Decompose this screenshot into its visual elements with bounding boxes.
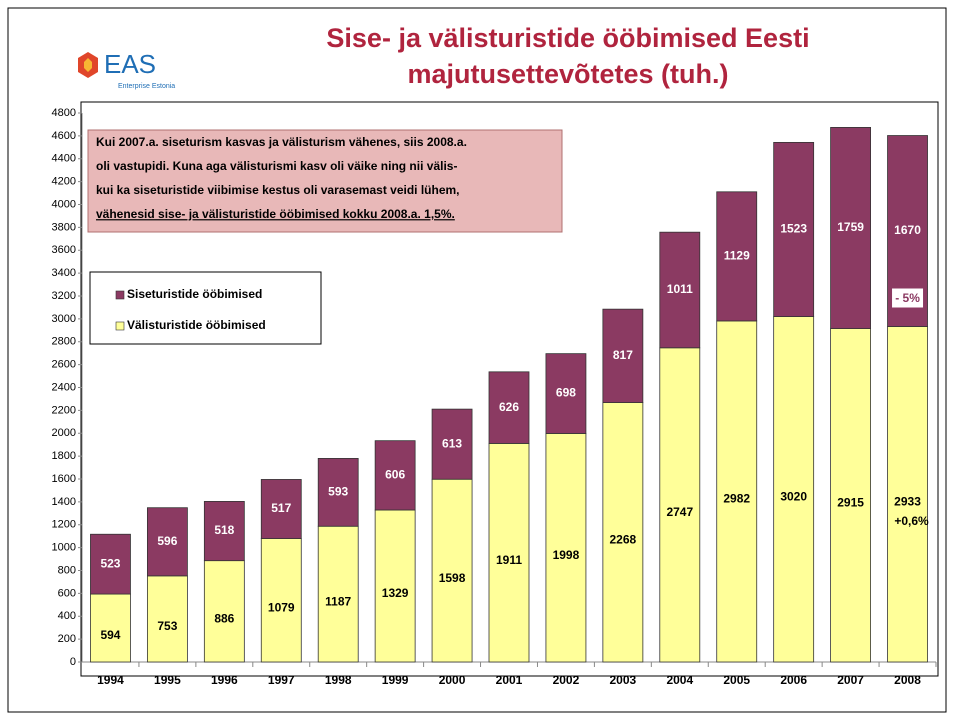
value-label: 594 (100, 628, 120, 642)
x-tick-label: 1995 (154, 673, 181, 687)
y-tick-label: 1200 (52, 519, 76, 531)
y-tick-label: 800 (58, 564, 76, 576)
value-label: 2933 (894, 494, 921, 508)
value-label: 2915 (837, 495, 864, 509)
value-label: 518 (214, 523, 234, 537)
value-label: 1079 (268, 600, 295, 614)
x-tick-label: 2005 (723, 673, 750, 687)
value-label: 1670 (894, 223, 921, 237)
y-tick-label: 3200 (52, 290, 76, 302)
y-tick-label: 1400 (52, 496, 76, 508)
y-tick-label: 3800 (52, 221, 76, 233)
x-tick-label: 1998 (325, 673, 352, 687)
chart-title: Sise- ja välisturistide ööbimised Eesti (326, 23, 809, 53)
value-label: 1329 (382, 586, 409, 600)
x-tick-label: 1994 (97, 673, 124, 687)
legend-swatch (116, 322, 124, 330)
note-line: oli vastupidi. Kuna aga välisturismi kas… (96, 159, 457, 173)
value-label: 2747 (666, 505, 693, 519)
value-label: 626 (499, 400, 519, 414)
value-label: 1998 (553, 548, 580, 562)
value-label: 596 (157, 534, 177, 548)
y-tick-label: 1800 (52, 450, 76, 462)
x-tick-label: 1999 (382, 673, 409, 687)
value-label: 523 (100, 556, 120, 570)
y-tick-label: 2400 (52, 381, 76, 393)
value-label: 817 (613, 348, 633, 362)
y-tick-label: 4000 (52, 198, 76, 210)
y-tick-label: 200 (58, 633, 76, 645)
x-tick-label: 2002 (553, 673, 580, 687)
y-tick-label: 3600 (52, 244, 76, 256)
value-label: 1011 (667, 282, 693, 296)
y-tick-label: 600 (58, 587, 76, 599)
x-tick-label: 1996 (211, 673, 238, 687)
y-tick-label: 2200 (52, 404, 76, 416)
y-tick-label: 4600 (52, 130, 76, 142)
annotation: +0,6% (894, 514, 929, 528)
value-label: 886 (214, 612, 234, 626)
value-label: 1598 (439, 571, 466, 585)
value-label: 1129 (724, 249, 750, 263)
y-tick-label: 1600 (52, 473, 76, 485)
value-label: 2982 (723, 492, 750, 506)
logo-subtitle: Enterprise Estonia (118, 83, 175, 90)
value-label: 613 (442, 436, 462, 450)
value-label: 3020 (780, 489, 807, 503)
y-tick-label: 2800 (52, 336, 76, 348)
legend-swatch (116, 291, 124, 299)
y-tick-label: 0 (70, 656, 76, 668)
value-label: 698 (556, 386, 576, 400)
y-tick-label: 4200 (52, 176, 76, 188)
legend-box (90, 272, 321, 344)
chart-title: majutusettevõtetes (tuh.) (407, 59, 728, 89)
value-label: 753 (157, 619, 177, 633)
x-tick-label: 2000 (439, 673, 466, 687)
value-label: 1759 (837, 220, 864, 234)
y-tick-label: 3400 (52, 267, 76, 279)
value-label: 517 (271, 501, 291, 515)
value-label: 593 (328, 484, 348, 498)
note-line: kui ka siseturistide viibimise kestus ol… (96, 183, 460, 197)
y-tick-label: 4800 (52, 107, 76, 119)
annotation: - 5% (895, 291, 920, 305)
value-label: 606 (385, 468, 405, 482)
note-line: vähenesid sise- ja välisturistide ööbimi… (96, 207, 455, 221)
x-tick-label: 2001 (496, 673, 523, 687)
y-tick-label: 2000 (52, 427, 76, 439)
slide: EAS Enterprise Estonia Sise- ja välistur… (0, 0, 954, 720)
y-tick-label: 4400 (52, 153, 76, 165)
x-tick-label: 2006 (780, 673, 807, 687)
value-label: 1187 (325, 594, 351, 608)
value-label: 1911 (496, 553, 522, 567)
value-label: 2268 (610, 532, 637, 546)
x-tick-label: 2008 (894, 673, 921, 687)
y-tick-label: 3000 (52, 313, 76, 325)
legend-label: Välisturistide ööbimised (127, 318, 266, 332)
note-line: Kui 2007.a. siseturism kasvas ja välistu… (96, 135, 467, 149)
x-tick-label: 2007 (837, 673, 864, 687)
y-tick-label: 400 (58, 610, 76, 622)
y-tick-label: 1000 (52, 542, 76, 554)
x-tick-label: 2004 (666, 673, 693, 687)
logo-text: EAS (104, 49, 156, 79)
x-tick-label: 2003 (610, 673, 637, 687)
y-tick-label: 2600 (52, 359, 76, 371)
value-label: 1523 (780, 222, 807, 236)
legend-label: Siseturistide ööbimised (127, 287, 262, 301)
x-tick-label: 1997 (268, 673, 295, 687)
